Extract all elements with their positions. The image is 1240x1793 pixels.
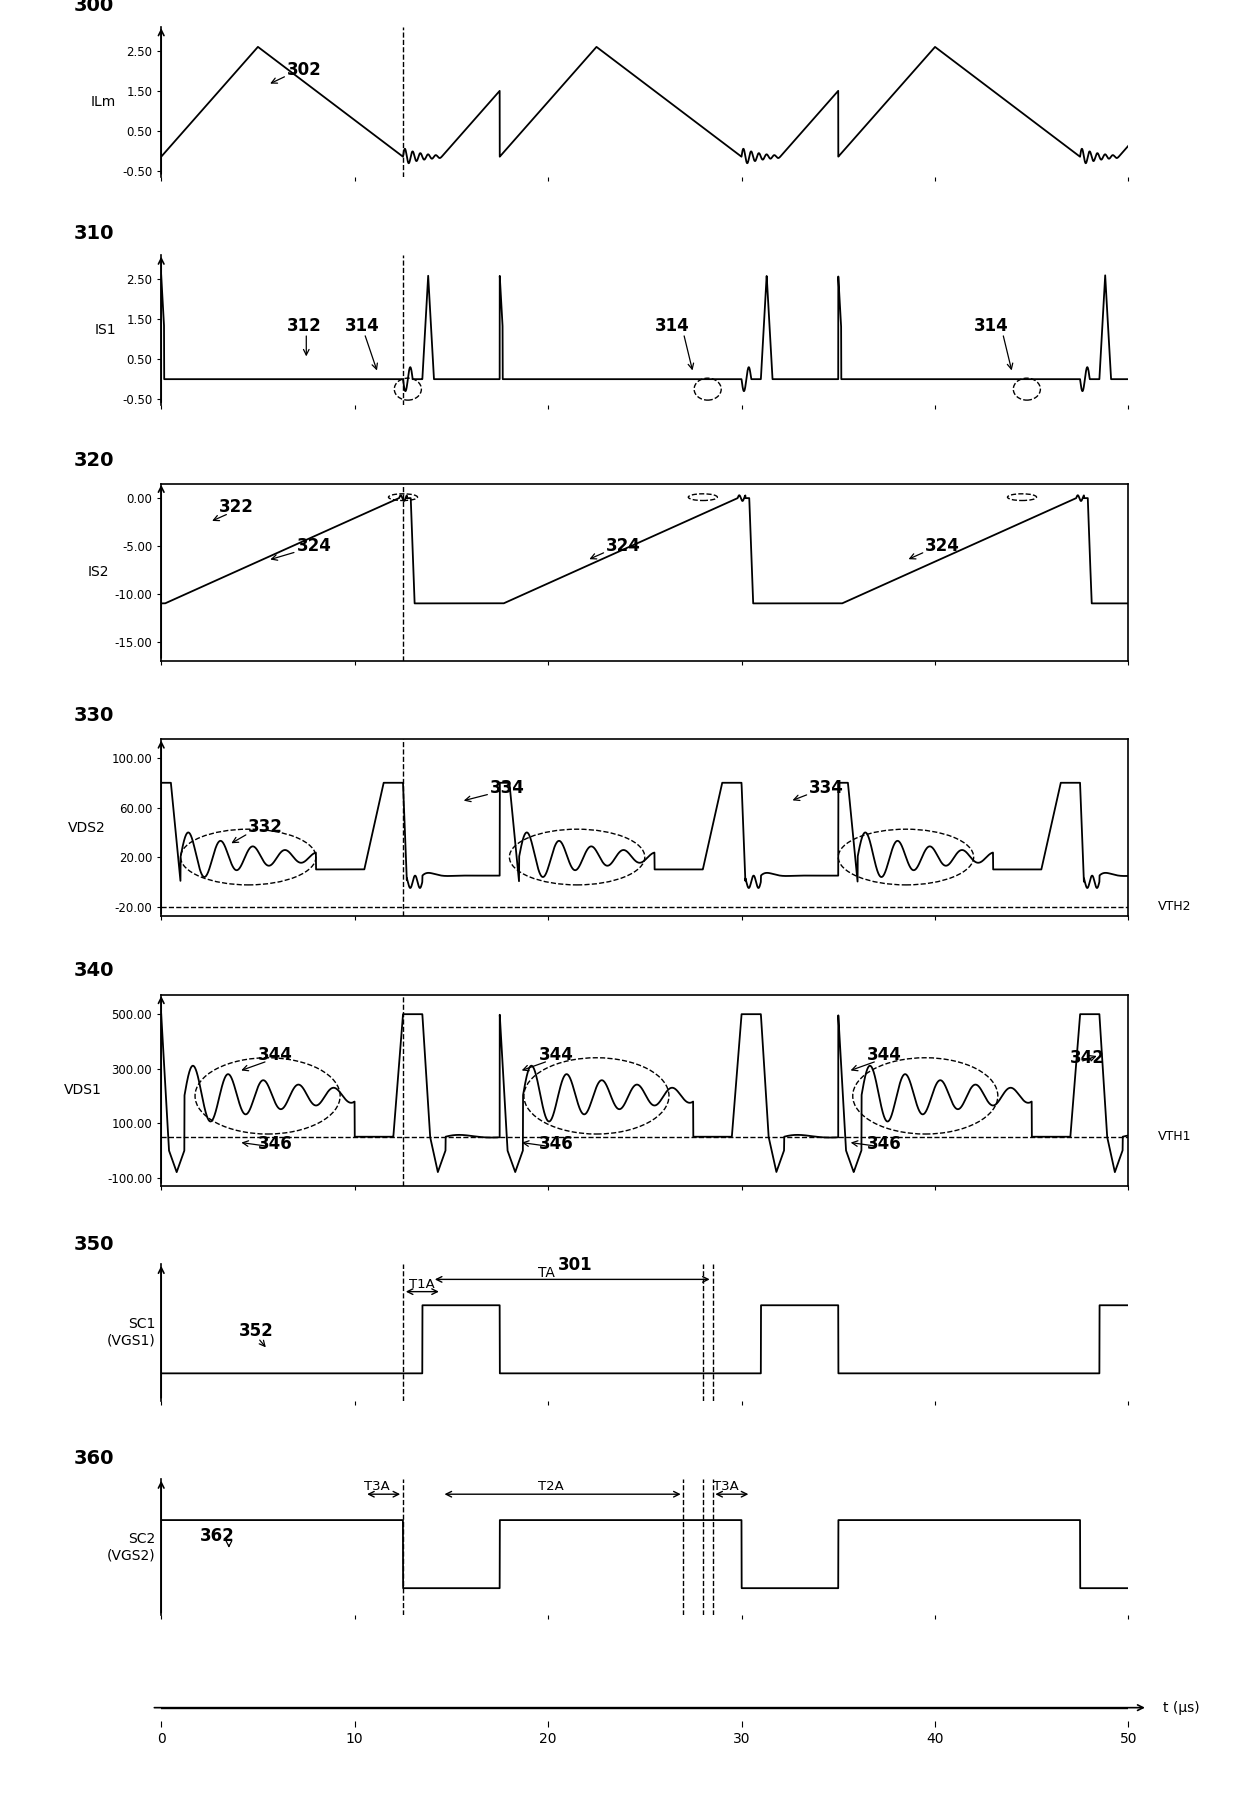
Text: 334: 334	[490, 778, 525, 796]
Text: 312: 312	[286, 317, 321, 335]
Y-axis label: IS1: IS1	[94, 323, 117, 337]
Text: VTH2: VTH2	[1157, 900, 1190, 913]
Text: 350: 350	[74, 1235, 114, 1253]
Text: 346: 346	[867, 1135, 901, 1153]
Text: 314: 314	[345, 317, 379, 335]
Text: 362: 362	[200, 1526, 234, 1544]
Text: 320: 320	[74, 450, 114, 470]
Text: 300: 300	[74, 0, 114, 14]
Text: 344: 344	[538, 1047, 573, 1065]
Text: 301: 301	[558, 1255, 593, 1273]
Text: 322: 322	[219, 498, 254, 516]
Text: 324: 324	[606, 536, 641, 554]
Text: 344: 344	[258, 1047, 293, 1065]
Text: 332: 332	[248, 818, 283, 836]
Text: 352: 352	[238, 1321, 273, 1339]
Y-axis label: SC2
(VGS2): SC2 (VGS2)	[107, 1533, 156, 1562]
Text: 346: 346	[538, 1135, 573, 1153]
Y-axis label: VDS1: VDS1	[63, 1083, 102, 1097]
Text: 310: 310	[74, 224, 114, 244]
Text: 324: 324	[296, 536, 331, 554]
Text: T3A: T3A	[365, 1479, 391, 1494]
Text: 314: 314	[655, 317, 689, 335]
Text: VTH1: VTH1	[1157, 1130, 1190, 1144]
Y-axis label: ILm: ILm	[91, 95, 117, 109]
Y-axis label: SC1
(VGS1): SC1 (VGS1)	[107, 1318, 156, 1348]
Text: 342: 342	[1070, 1049, 1105, 1067]
Text: 324: 324	[925, 536, 960, 554]
Text: T1A: T1A	[409, 1278, 434, 1291]
Text: t (μs): t (μs)	[1163, 1702, 1200, 1714]
Y-axis label: VDS2: VDS2	[68, 821, 105, 836]
Text: 360: 360	[74, 1449, 114, 1468]
Text: 346: 346	[258, 1135, 293, 1153]
Text: 344: 344	[867, 1047, 903, 1065]
Text: T2A: T2A	[538, 1479, 564, 1494]
Text: 340: 340	[74, 961, 114, 979]
Text: 334: 334	[810, 778, 844, 796]
Text: 314: 314	[973, 317, 1008, 335]
Y-axis label: IS2: IS2	[87, 565, 109, 579]
Text: TA: TA	[538, 1266, 556, 1280]
Text: 302: 302	[286, 61, 321, 79]
Text: 330: 330	[74, 706, 114, 726]
Text: T3A: T3A	[713, 1479, 738, 1494]
